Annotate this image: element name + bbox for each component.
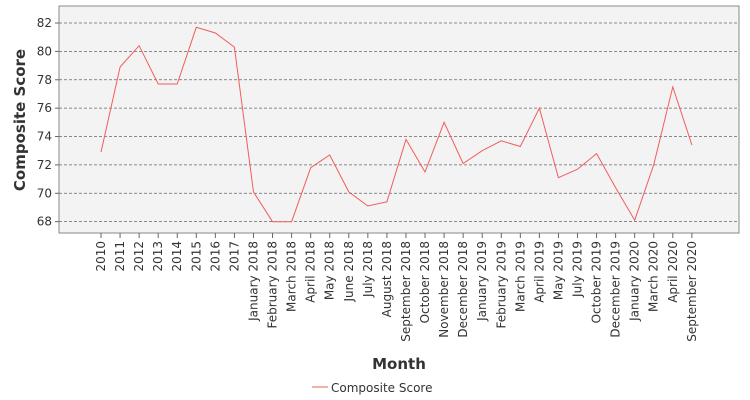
x-tick-label: 2011 bbox=[113, 241, 127, 272]
x-tick-label: October 2018 bbox=[418, 241, 432, 323]
series-line bbox=[100, 26, 693, 223]
x-tick-label: January 2020 bbox=[628, 241, 642, 322]
x-tick-label: 2016 bbox=[208, 241, 222, 272]
x-tick-label: 2015 bbox=[189, 241, 203, 272]
x-tick-label: January 2019 bbox=[475, 241, 489, 322]
x-tick-label: March 2019 bbox=[513, 241, 527, 312]
x-tick-label: May 2019 bbox=[551, 241, 565, 300]
gridlines bbox=[59, 22, 739, 223]
x-axis-title: Month bbox=[372, 355, 426, 373]
y-axis-ticks: 68 70 72 74 76 78 80 82 bbox=[37, 16, 59, 229]
x-tick-label: January 2018 bbox=[246, 241, 260, 322]
x-tick-label: March 2018 bbox=[285, 241, 299, 312]
x-tick-label: October 2019 bbox=[590, 241, 604, 323]
y-tick-label: 82 bbox=[37, 16, 52, 30]
x-tick-label: 2010 bbox=[94, 241, 108, 272]
x-tick-label: February 2019 bbox=[494, 241, 508, 329]
x-tick-label: June 2018 bbox=[342, 241, 356, 303]
x-tick-label: April 2019 bbox=[532, 241, 546, 303]
plot-area bbox=[58, 5, 740, 234]
y-tick-label: 76 bbox=[37, 101, 52, 115]
x-tick-label: September 2020 bbox=[685, 241, 699, 342]
x-tick-label: December 2019 bbox=[609, 241, 623, 338]
x-tick-label: November 2018 bbox=[437, 241, 451, 338]
y-tick-label: 74 bbox=[37, 130, 52, 144]
x-tick-label: 2017 bbox=[227, 241, 241, 272]
legend: Composite Score bbox=[312, 381, 432, 395]
series-lines bbox=[100, 26, 693, 223]
x-tick-label: 2012 bbox=[132, 241, 146, 272]
y-tick-label: 68 bbox=[37, 215, 52, 229]
x-tick-label: 2014 bbox=[170, 241, 184, 272]
x-tick-label: April 2020 bbox=[666, 241, 680, 303]
x-tick-label: July 2019 bbox=[571, 241, 585, 298]
x-tick-label: August 2018 bbox=[380, 241, 394, 317]
x-tick-label: December 2018 bbox=[456, 241, 470, 338]
x-tick-label: 2013 bbox=[151, 241, 165, 272]
legend-label: Composite Score bbox=[331, 381, 432, 395]
x-tick-label: September 2018 bbox=[399, 241, 413, 342]
x-axis-ticks: 2010 2011 2012 2013 2014 2015 2016 2017 January … bbox=[94, 233, 699, 342]
x-tick-label: May 2018 bbox=[323, 241, 337, 300]
x-tick-label: February 2018 bbox=[266, 241, 280, 329]
y-tick-label: 80 bbox=[37, 44, 52, 58]
y-tick-label: 70 bbox=[37, 186, 52, 200]
y-tick-label: 78 bbox=[37, 73, 52, 87]
x-tick-label: April 2018 bbox=[304, 241, 318, 303]
x-tick-label: March 2020 bbox=[647, 241, 661, 312]
x-tick-label: July 2018 bbox=[361, 241, 375, 298]
y-tick-label: 72 bbox=[37, 158, 52, 172]
y-axis-title: Composite Score bbox=[11, 49, 29, 191]
